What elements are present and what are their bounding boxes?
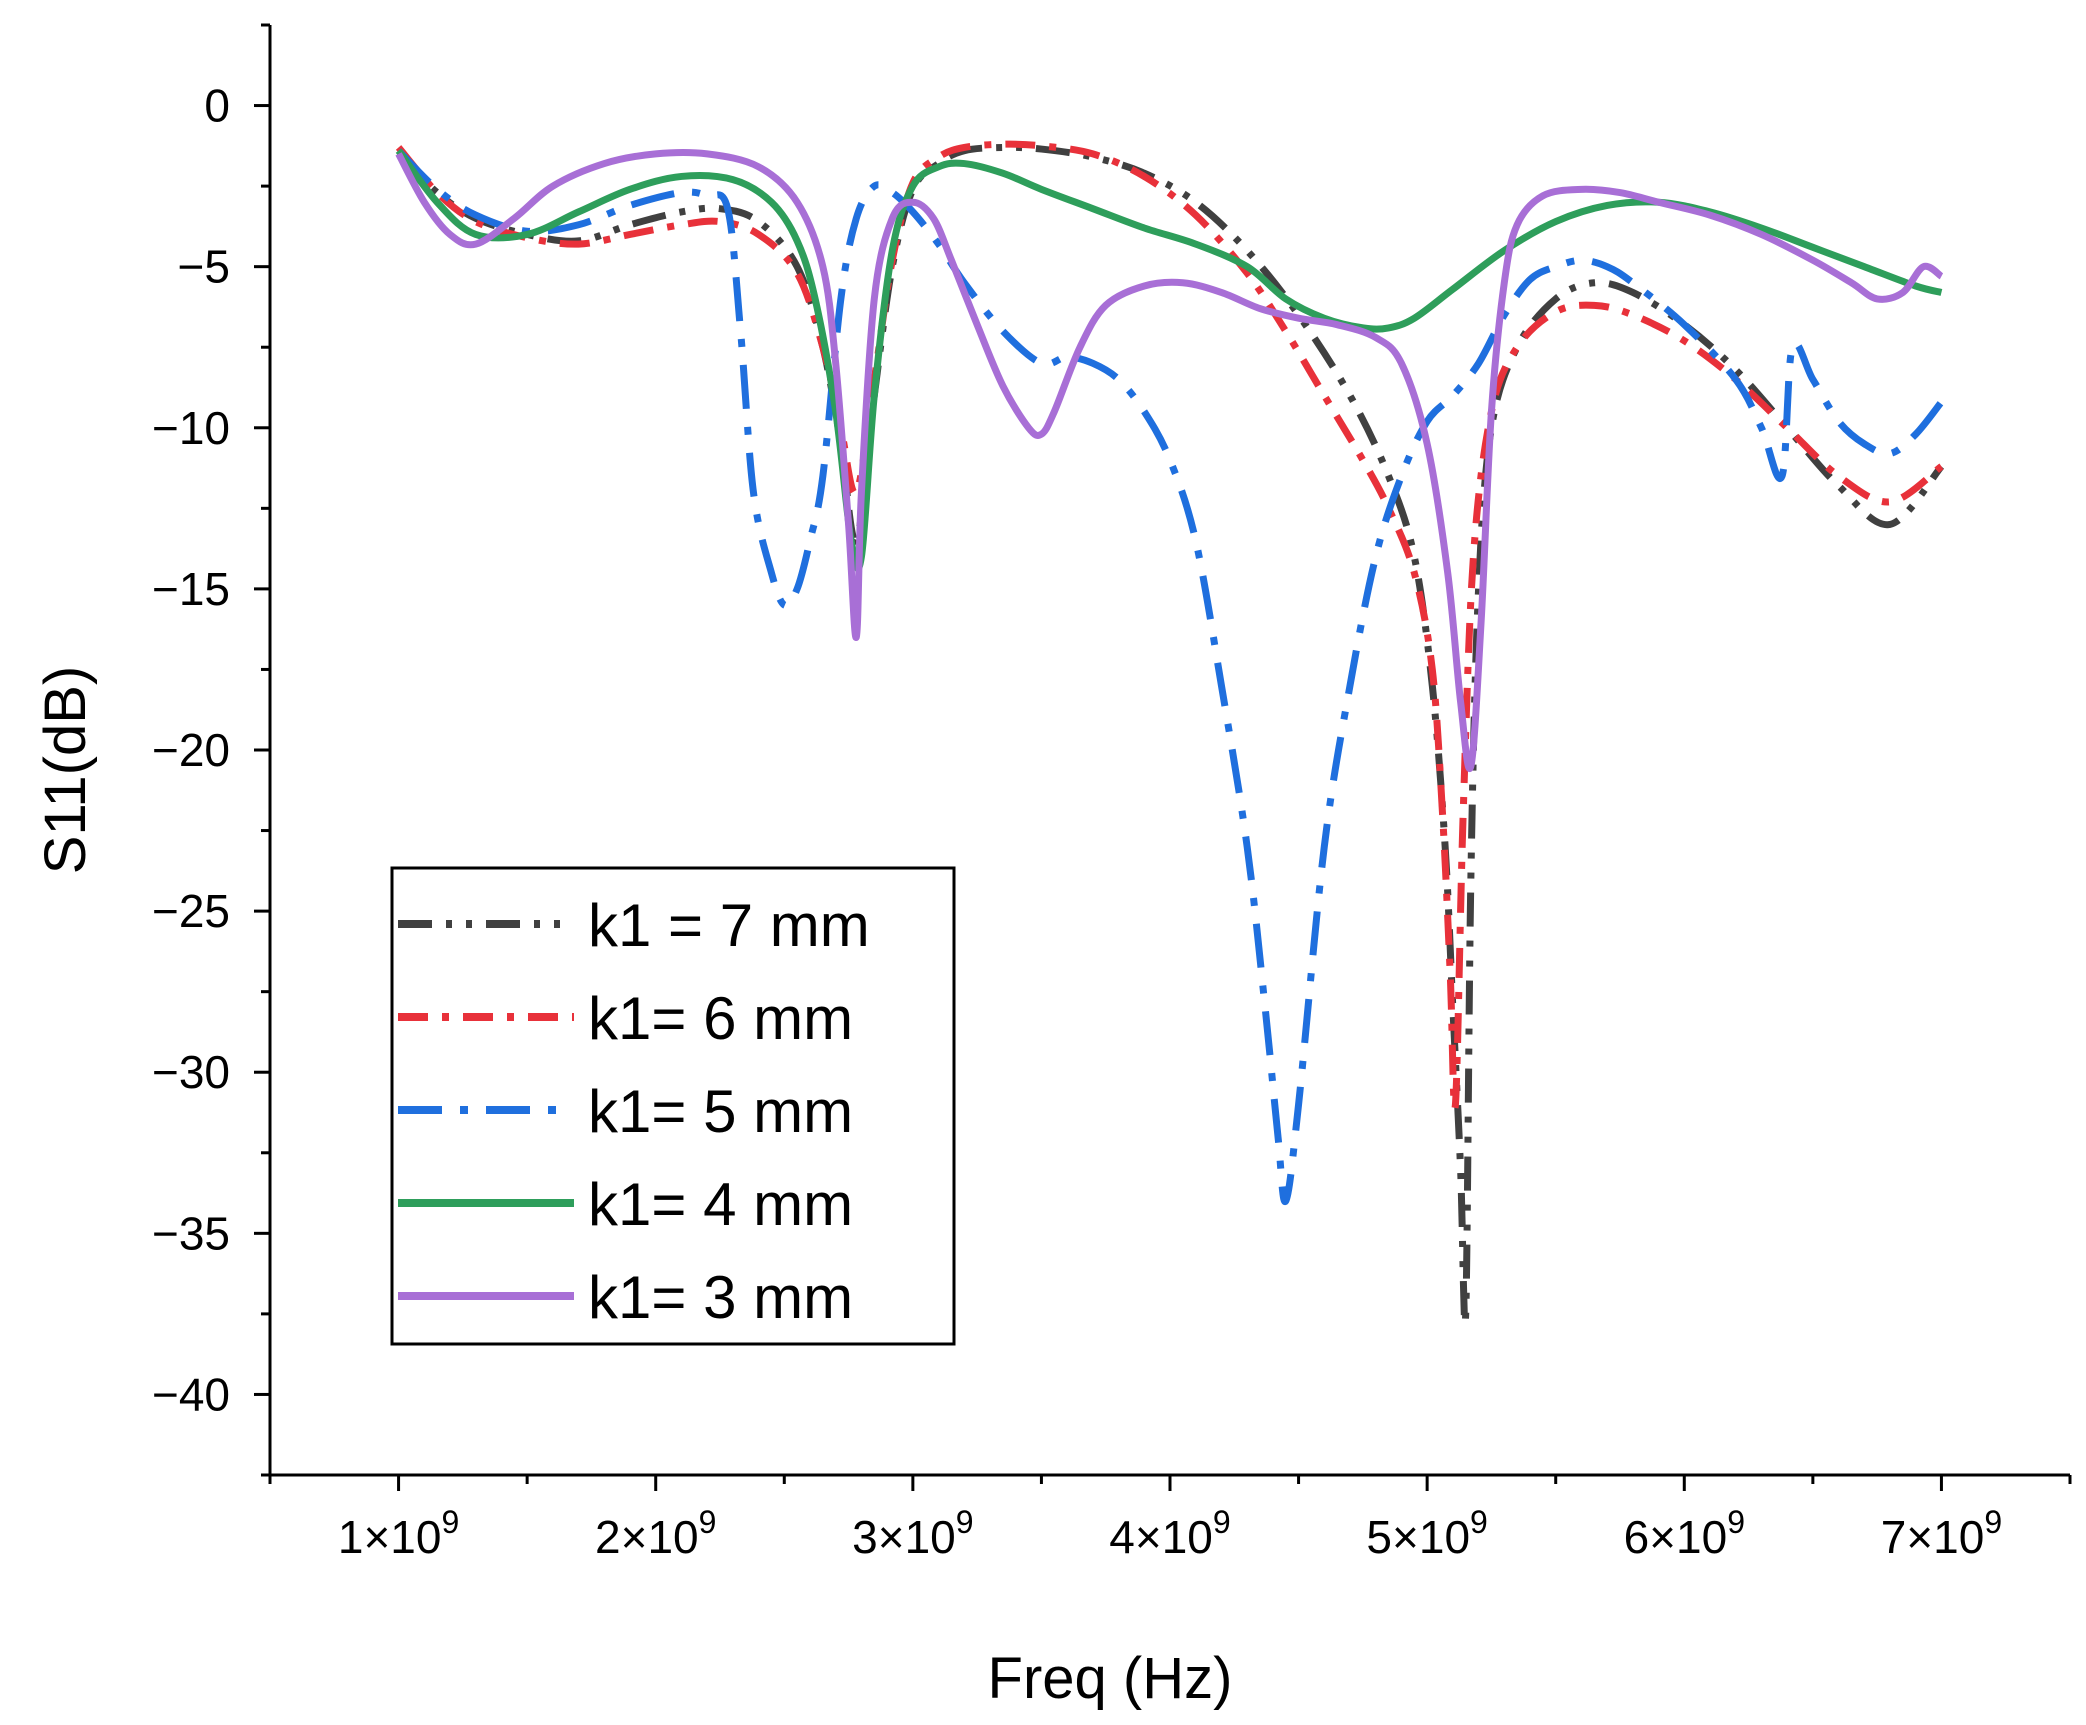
y-axis-title: S11(dB) [33,666,98,874]
legend-label: k1= 5 mm [588,1078,853,1145]
y-tick-label: −15 [152,563,230,615]
y-tick-label: −20 [152,724,230,776]
y-tick-label: −25 [152,885,230,937]
y-tick-label: −10 [152,402,230,454]
x-tick-label: 3×109 [852,1504,973,1563]
series-line-5 [395,148,1944,772]
series-line-3 [396,148,1945,1205]
x-tick-label: 2×109 [595,1504,716,1563]
x-tick-label: 5×109 [1366,1504,1487,1563]
x-tick-label: 4×109 [1109,1504,1230,1563]
legend: k1 = 7 mm k1= 6 mm k1= 5 mm k1= 4 mm k1= 3 m… [390,866,956,1346]
series-layer [395,140,1945,1328]
legend-label: k1= 4 mm [588,1171,853,1238]
y-tick-label: −30 [152,1046,230,1098]
legend-box [390,866,956,1346]
x-tick-label: 1×109 [338,1504,459,1563]
x-tick-label: 7×109 [1881,1504,2002,1563]
x-tick-label: 6×109 [1624,1504,1745,1563]
axes: 0 −5 −10 −15 −20 −25 −30 −35 −40 1×109 2×109 3×109 4… [152,23,2072,1563]
legend-label: k1= 6 mm [588,985,853,1052]
y-tick-label: −5 [178,241,230,293]
legend-label: k1= 3 mm [588,1264,853,1331]
y-tick-label: 0 [204,80,230,132]
x-axis-title: Freq (Hz) [988,1646,1233,1711]
y-tick-label: −35 [152,1207,230,1259]
series-line-4 [395,148,1943,573]
y-tick-label: −40 [152,1368,230,1420]
series-line-1 [396,143,1945,1328]
legend-label: k1 = 7 mm [588,892,870,959]
